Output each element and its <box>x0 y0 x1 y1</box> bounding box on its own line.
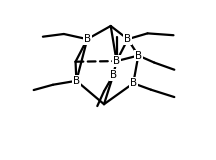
Text: B: B <box>73 76 80 86</box>
Text: B: B <box>124 34 131 44</box>
Text: B: B <box>110 70 117 80</box>
Text: B: B <box>84 34 91 44</box>
Text: B: B <box>130 78 137 88</box>
Text: B: B <box>113 56 120 66</box>
Text: B: B <box>135 51 142 60</box>
